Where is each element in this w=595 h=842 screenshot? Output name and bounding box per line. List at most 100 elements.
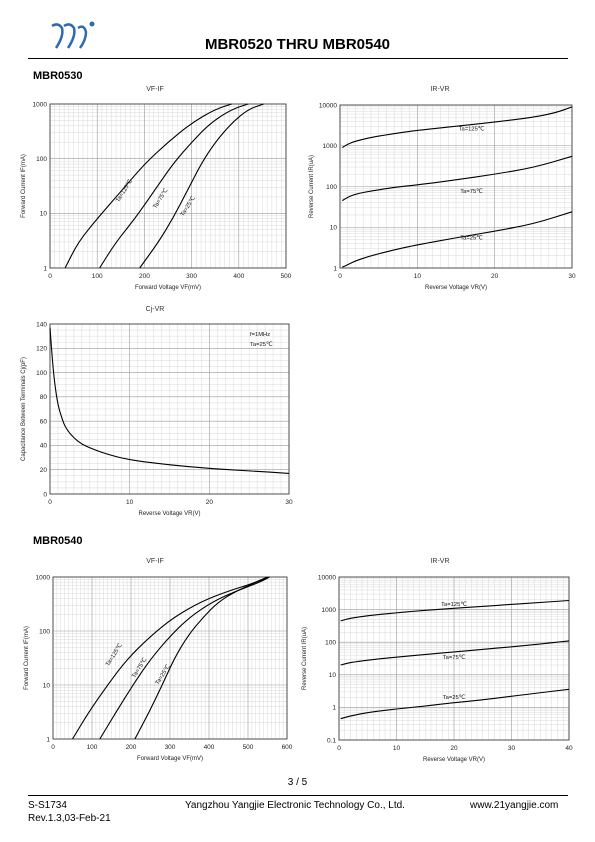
plot-frame <box>52 576 288 740</box>
x-tick-label: 300 <box>186 273 197 280</box>
y-tick-label: 140 <box>36 321 47 328</box>
series-line <box>341 106 573 149</box>
y-tick-label: 1000 <box>33 101 48 108</box>
y-tick-label: 100 <box>36 370 47 377</box>
series-line <box>340 599 570 622</box>
series-line <box>99 103 249 269</box>
series-label: Ta=25℃ <box>460 236 483 242</box>
x-tick-label: 20 <box>450 745 458 752</box>
chart-title: IR-VR <box>430 558 449 565</box>
x-axis-label: Reverse Voltage VR(V) <box>138 511 200 517</box>
y-tick-label: 1000 <box>36 574 51 581</box>
x-tick-label: 0 <box>51 744 55 751</box>
x-tick-label: 10 <box>393 745 401 752</box>
series-line <box>340 640 570 666</box>
x-tick-label: 100 <box>87 744 98 751</box>
minor-grid <box>50 324 289 494</box>
x-tick-label: 30 <box>508 745 516 752</box>
y-tick-label: 1000 <box>322 607 337 614</box>
x-tick-label: 0 <box>48 499 52 506</box>
x-tick-label: 200 <box>139 273 150 280</box>
x-axis-label: Reverse Voltage VR(V) <box>425 285 487 291</box>
x-axis-label: Forward Voltage VF(mV) <box>137 756 203 762</box>
y-tick-label: 1 <box>46 736 50 743</box>
x-tick-label: 300 <box>165 744 176 751</box>
y-tick-label: 100 <box>36 156 47 163</box>
x-axis-label: Forward Voltage VF(mV) <box>135 285 201 291</box>
series-line <box>342 155 573 202</box>
y-axis-label: Forward Current IF(mA) <box>24 626 30 690</box>
y-tick-label: 10 <box>43 682 51 689</box>
y-axis-label: Reverse Current IR(uA) <box>302 627 308 690</box>
y-tick-label: 100 <box>326 184 337 191</box>
series-label: Ta=75℃ <box>443 655 466 661</box>
series-line <box>340 688 570 720</box>
revision-info: Rev.1.3,03-Feb-21 <box>28 813 111 824</box>
plot-frame <box>49 323 290 495</box>
y-tick-label: 60 <box>40 418 48 425</box>
x-axis-label: Reverse Voltage VR(V) <box>423 757 485 763</box>
chart-note: f=1MHz <box>250 332 270 338</box>
y-tick-label: 1000 <box>323 143 338 150</box>
y-tick-label: 20 <box>40 467 48 474</box>
y-axis-label: Reverse Current IR(uA) <box>309 155 315 218</box>
x-tick-label: 400 <box>233 273 244 280</box>
x-tick-label: 400 <box>204 744 215 751</box>
y-tick-label: 100 <box>39 628 50 635</box>
x-tick-label: 20 <box>206 499 214 506</box>
section-title-mbr0540: MBR0540 <box>33 535 83 547</box>
chart-title: VF-IF <box>146 86 164 93</box>
y-tick-label: 10000 <box>318 574 336 581</box>
y-tick-label: 1 <box>332 705 336 712</box>
series-line <box>134 576 270 740</box>
chart-title: Cj-VR <box>146 306 165 313</box>
page-number: 3 / 5 <box>287 777 308 788</box>
company-name: Yangzhou Yangjie Electronic Technology C… <box>185 800 405 811</box>
series-label: Ta=75℃ <box>460 189 483 195</box>
x-tick-label: 200 <box>126 744 137 751</box>
series-line <box>139 103 264 269</box>
minor-grid <box>50 104 286 268</box>
y-tick-label: 120 <box>36 346 47 353</box>
y-tick-label: 1 <box>333 265 337 272</box>
y-tick-label: 40 <box>40 443 48 450</box>
series-label: Ta=25℃ <box>443 695 466 701</box>
y-tick-label: 100 <box>325 640 336 647</box>
series-line <box>49 327 290 474</box>
yangjie-logo-icon <box>48 18 100 52</box>
plot-frame <box>338 576 570 741</box>
chart-title: IR-VR <box>430 86 449 93</box>
x-tick-label: 500 <box>281 273 292 280</box>
x-tick-label: 100 <box>92 273 103 280</box>
website-link[interactable]: www.21yangjie.com <box>470 800 559 811</box>
y-tick-label: 10 <box>329 672 337 679</box>
x-tick-label: 30 <box>568 273 576 280</box>
x-tick-label: 500 <box>243 744 254 751</box>
series-label: Ta=125℃ <box>459 126 485 132</box>
document-title: MBR0520 THRU MBR0540 <box>204 36 391 53</box>
y-tick-label: 10 <box>330 225 338 232</box>
x-tick-label: 0 <box>48 273 52 280</box>
plot-frame <box>49 103 287 269</box>
y-tick-label: 10000 <box>319 102 337 109</box>
plot-frame <box>339 104 573 269</box>
chart-note: Ta=25℃ <box>250 342 273 348</box>
y-axis-label: Capacitance Between Terminals Cj(pF) <box>21 357 27 461</box>
y-tick-label: 80 <box>40 394 48 401</box>
x-tick-label: 600 <box>282 744 293 751</box>
chart-title: VF-IF <box>146 558 164 565</box>
y-tick-label: 1 <box>43 265 47 272</box>
x-tick-label: 0 <box>338 273 342 280</box>
footer-rule <box>28 795 568 796</box>
header-rule <box>28 58 568 59</box>
y-tick-label: 0.1 <box>327 737 336 744</box>
y-tick-label: 0 <box>43 491 47 498</box>
x-tick-label: 0 <box>337 745 341 752</box>
y-axis-label: Forward Current IF(mA) <box>21 154 27 218</box>
series-line <box>64 103 232 269</box>
series-line <box>72 576 268 740</box>
series-line <box>342 211 573 268</box>
